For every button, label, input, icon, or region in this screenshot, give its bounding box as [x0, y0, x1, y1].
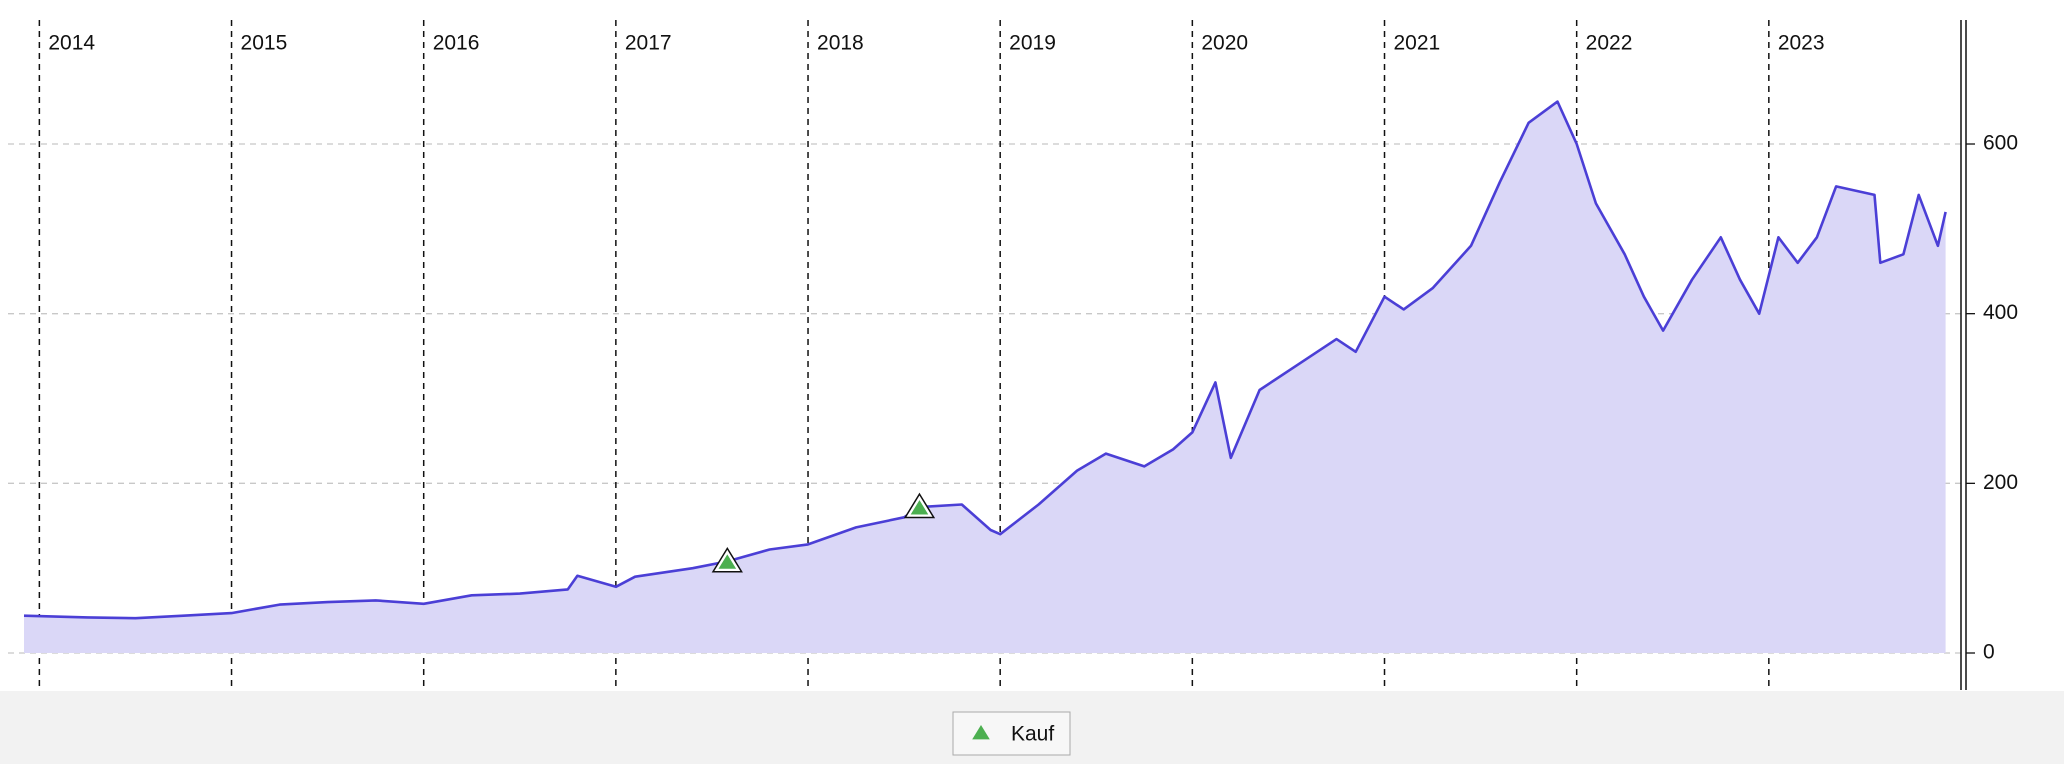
x-tick-label: 2014: [48, 32, 95, 55]
area: [24, 101, 1946, 654]
x-tick-label: 2023: [1778, 32, 1825, 55]
x-tick-label: 2018: [817, 32, 864, 55]
line: [23, 100, 1947, 620]
buy-marker-inner: [910, 500, 929, 515]
buy-marker-inner: [718, 554, 737, 569]
y-tick-label: 0: [1983, 641, 1995, 664]
legend-symbol: [972, 725, 990, 740]
x-tick-label: 2019: [1009, 32, 1056, 55]
y-tick-label: 200: [1983, 471, 2018, 494]
y-tick-label: 600: [1983, 132, 2018, 155]
x-tick-label: 2015: [241, 32, 288, 55]
x-tick-label: 2022: [1586, 32, 1633, 55]
legend-label: Kauf: [1011, 723, 1054, 746]
x-tick-label: 2016: [433, 32, 480, 55]
y-tick-label: 400: [1983, 301, 2018, 324]
x-tick-label: 2017: [625, 32, 672, 55]
x-tick-label: 2021: [1394, 32, 1441, 55]
x-tick-label: 2020: [1201, 32, 1248, 55]
legend-box: [952, 711, 1071, 756]
